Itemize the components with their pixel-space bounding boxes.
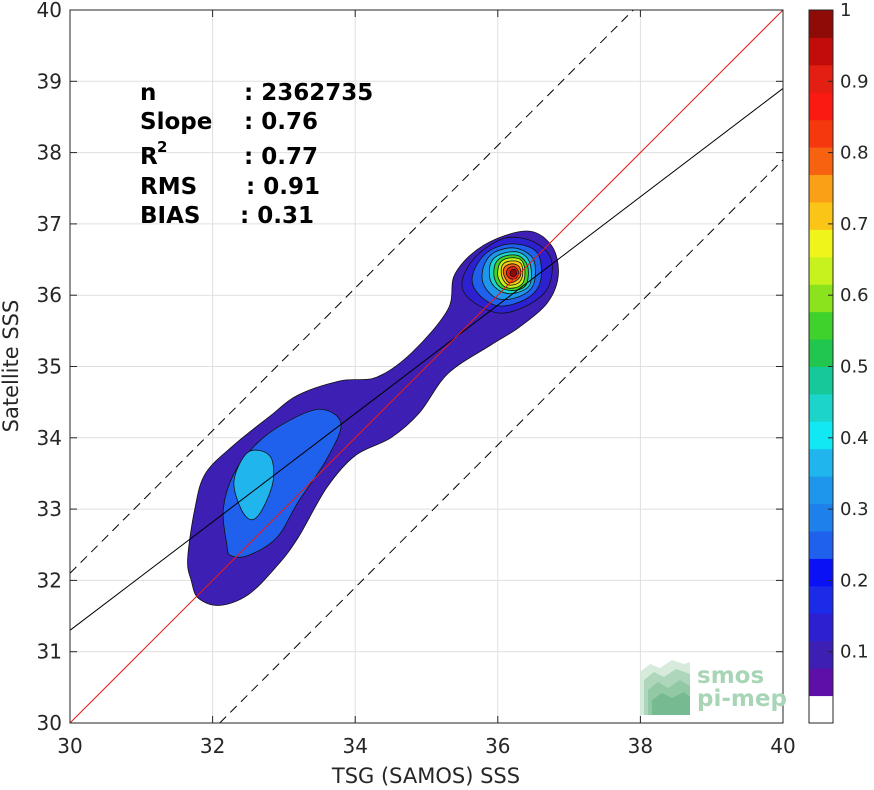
- y-tick-label: 40: [37, 0, 62, 22]
- colorbar-tick-label: 0.2: [840, 570, 869, 591]
- y-tick-label: 38: [37, 141, 62, 165]
- density-contour-2: [233, 449, 275, 521]
- colorbar-segment: [809, 284, 833, 313]
- y-tick-label: 34: [37, 426, 62, 450]
- colorbar-segment: [809, 229, 833, 258]
- smos-pi-mep-logo: smos pi-mep: [640, 660, 787, 715]
- regression-line: [69, 88, 784, 631]
- x-tick-label: 32: [200, 734, 225, 758]
- logo-text-smos: smos: [697, 663, 764, 689]
- colorbar-segment: [809, 10, 833, 38]
- colorbar-segment: [809, 448, 833, 477]
- y-tick-label: 30: [37, 711, 62, 735]
- colorbar-tick-label: 0.4: [840, 428, 869, 449]
- grid-lines: [69, 9, 784, 724]
- colorbar-segment: [809, 421, 833, 450]
- y-tick-label: 31: [37, 640, 62, 664]
- colorbar-segment: [809, 119, 833, 148]
- colorbar-segment: [809, 476, 833, 505]
- colorbar-tick-label: 0.8: [840, 143, 869, 164]
- colorbar-segment: [809, 393, 833, 422]
- colorbar-segment: [809, 531, 833, 559]
- colorbar-tick-label: 0.5: [840, 357, 869, 378]
- colorbar: 0.1 0.2 0.3 0.4 0.5 0.6 0.7 0.8 0.9 1: [808, 0, 869, 724]
- density-contours: [187, 230, 559, 606]
- stat-bias-value: : 0.31: [240, 203, 314, 229]
- colorbar-segment: [809, 201, 833, 230]
- axis-ticks: 30 32 34 36 38 40 30 31 32 33 34 35 36 37 38 39 40: [37, 0, 796, 758]
- y-tick-label: 37: [37, 212, 62, 236]
- x-tick-label: 38: [628, 734, 653, 758]
- logo-waves-icon: [640, 660, 690, 715]
- stat-r2-label: R: [140, 144, 158, 170]
- colorbar-segment: [809, 92, 833, 121]
- stat-n-value: : 2362735: [244, 80, 373, 106]
- colorbar-tick-label: 1: [840, 0, 851, 21]
- y-tick-label: 36: [37, 283, 62, 307]
- stat-r2-value: : 0.77: [244, 144, 318, 170]
- colorbar-segment: [809, 174, 833, 203]
- stat-r2-superscript: 2: [157, 138, 167, 156]
- x-tick-label: 40: [770, 734, 795, 758]
- stat-slope-value: : 0.76: [244, 109, 318, 135]
- colorbar-segment: [809, 695, 833, 724]
- y-tick-label: 35: [37, 355, 62, 379]
- identity-line: [69, 9, 784, 724]
- density-contour-12: [509, 268, 517, 278]
- stats-box: n : 2362735 Slope : 0.76 R 2 : 0.77 RMS …: [140, 80, 373, 229]
- stat-bias-label: BIAS: [140, 203, 200, 229]
- colorbar-tick-label: 0.3: [840, 499, 869, 520]
- stat-slope-label: Slope: [140, 109, 212, 135]
- x-tick-label: 36: [485, 734, 510, 758]
- colorbar-segment: [809, 503, 833, 532]
- colorbar-tick-label: 0.1: [840, 642, 869, 663]
- colorbar-segment: [809, 640, 833, 669]
- upper-dashed-line: [69, 9, 634, 574]
- x-tick-label: 30: [57, 734, 82, 758]
- colorbar-segment: [809, 613, 833, 642]
- colorbar-segment: [809, 147, 833, 176]
- colorbar-segment: [809, 558, 833, 587]
- colorbar-segment: [809, 366, 833, 395]
- colorbar-tick-label: 0.7: [840, 214, 869, 235]
- y-tick-label: 39: [37, 69, 62, 93]
- colorbar-segment: [809, 64, 833, 93]
- colorbar-segment: [809, 339, 833, 367]
- reference-lines: [69, 9, 784, 724]
- colorbar-segment: [809, 585, 833, 614]
- logo-text-pimep: pi-mep: [697, 686, 787, 712]
- y-tick-label: 32: [37, 568, 62, 592]
- stat-n-label: n: [140, 80, 156, 106]
- colorbar-segment: [809, 311, 833, 340]
- colorbar-tick-label: 0.9: [840, 71, 869, 92]
- stat-rms-value: : 0.91: [246, 174, 320, 200]
- colorbar-segment: [809, 256, 833, 285]
- y-axis-title: Satellite SSS: [0, 300, 23, 433]
- stat-rms-label: RMS: [140, 174, 197, 200]
- lower-dashed-line: [219, 159, 784, 724]
- colorbar-segment: [809, 668, 833, 697]
- colorbar-segment: [809, 37, 833, 66]
- colorbar-tick-label: 0.6: [840, 285, 869, 306]
- x-tick-label: 34: [342, 734, 367, 758]
- x-axis-title: TSG (SAMOS) SSS: [331, 764, 520, 788]
- y-tick-label: 33: [37, 497, 62, 521]
